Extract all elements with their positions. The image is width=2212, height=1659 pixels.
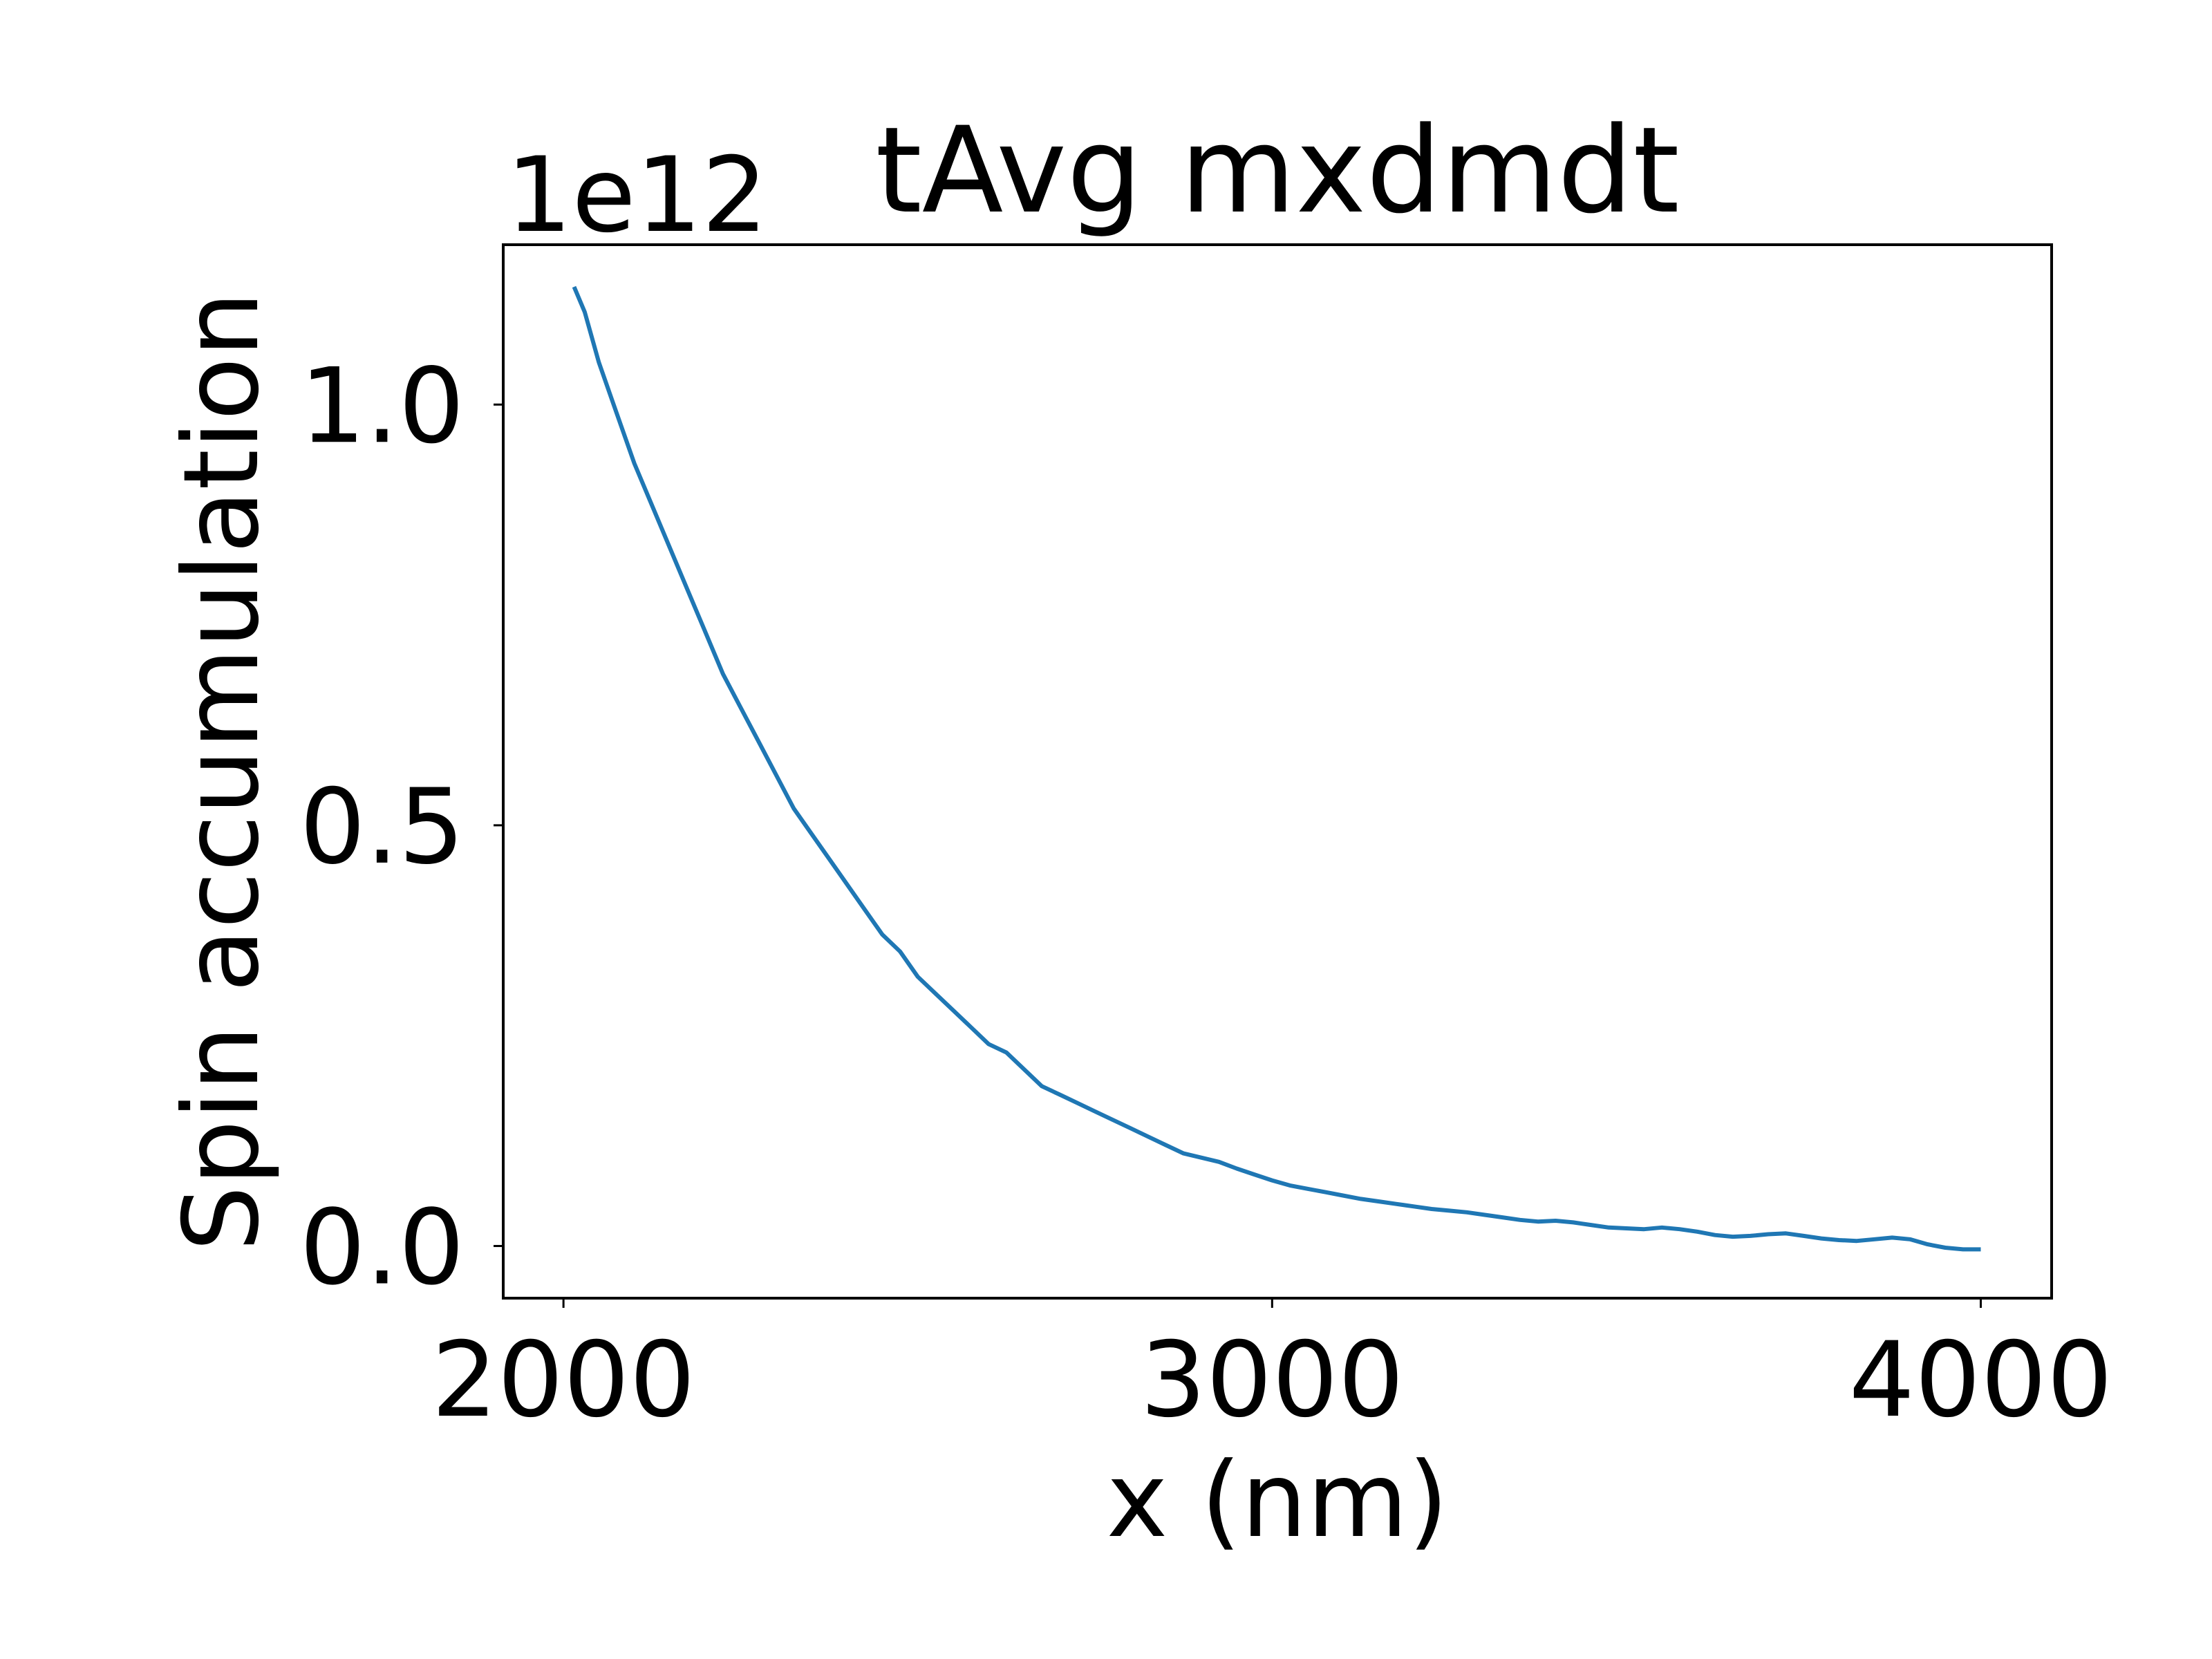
series-layer: [572, 285, 1981, 1252]
y-tick-label: 0.5: [299, 767, 465, 888]
y-tick-label: 0.0: [299, 1188, 465, 1309]
series-line-0: [572, 285, 1981, 1252]
y-tick-label: 1.0: [299, 346, 465, 467]
y-axis-ticks: 0.0 0.5 1.0: [299, 346, 503, 1309]
x-tick-label: 3000: [1140, 1320, 1404, 1441]
x-axis-label: x (nm): [1107, 1441, 1449, 1561]
chart-title: tAvg mxdmdt: [875, 101, 1679, 240]
y-axis-label: Spin accumulation: [162, 292, 282, 1252]
x-axis-ticks: 2000 3000 4000: [431, 1298, 2112, 1441]
x-tick-label: 2000: [431, 1320, 695, 1441]
plot-area: [503, 245, 2052, 1298]
y-axis-offset-label: 1e12: [506, 135, 768, 256]
plot-frame: [502, 243, 2053, 1300]
x-tick-label: 4000: [1849, 1320, 2113, 1441]
